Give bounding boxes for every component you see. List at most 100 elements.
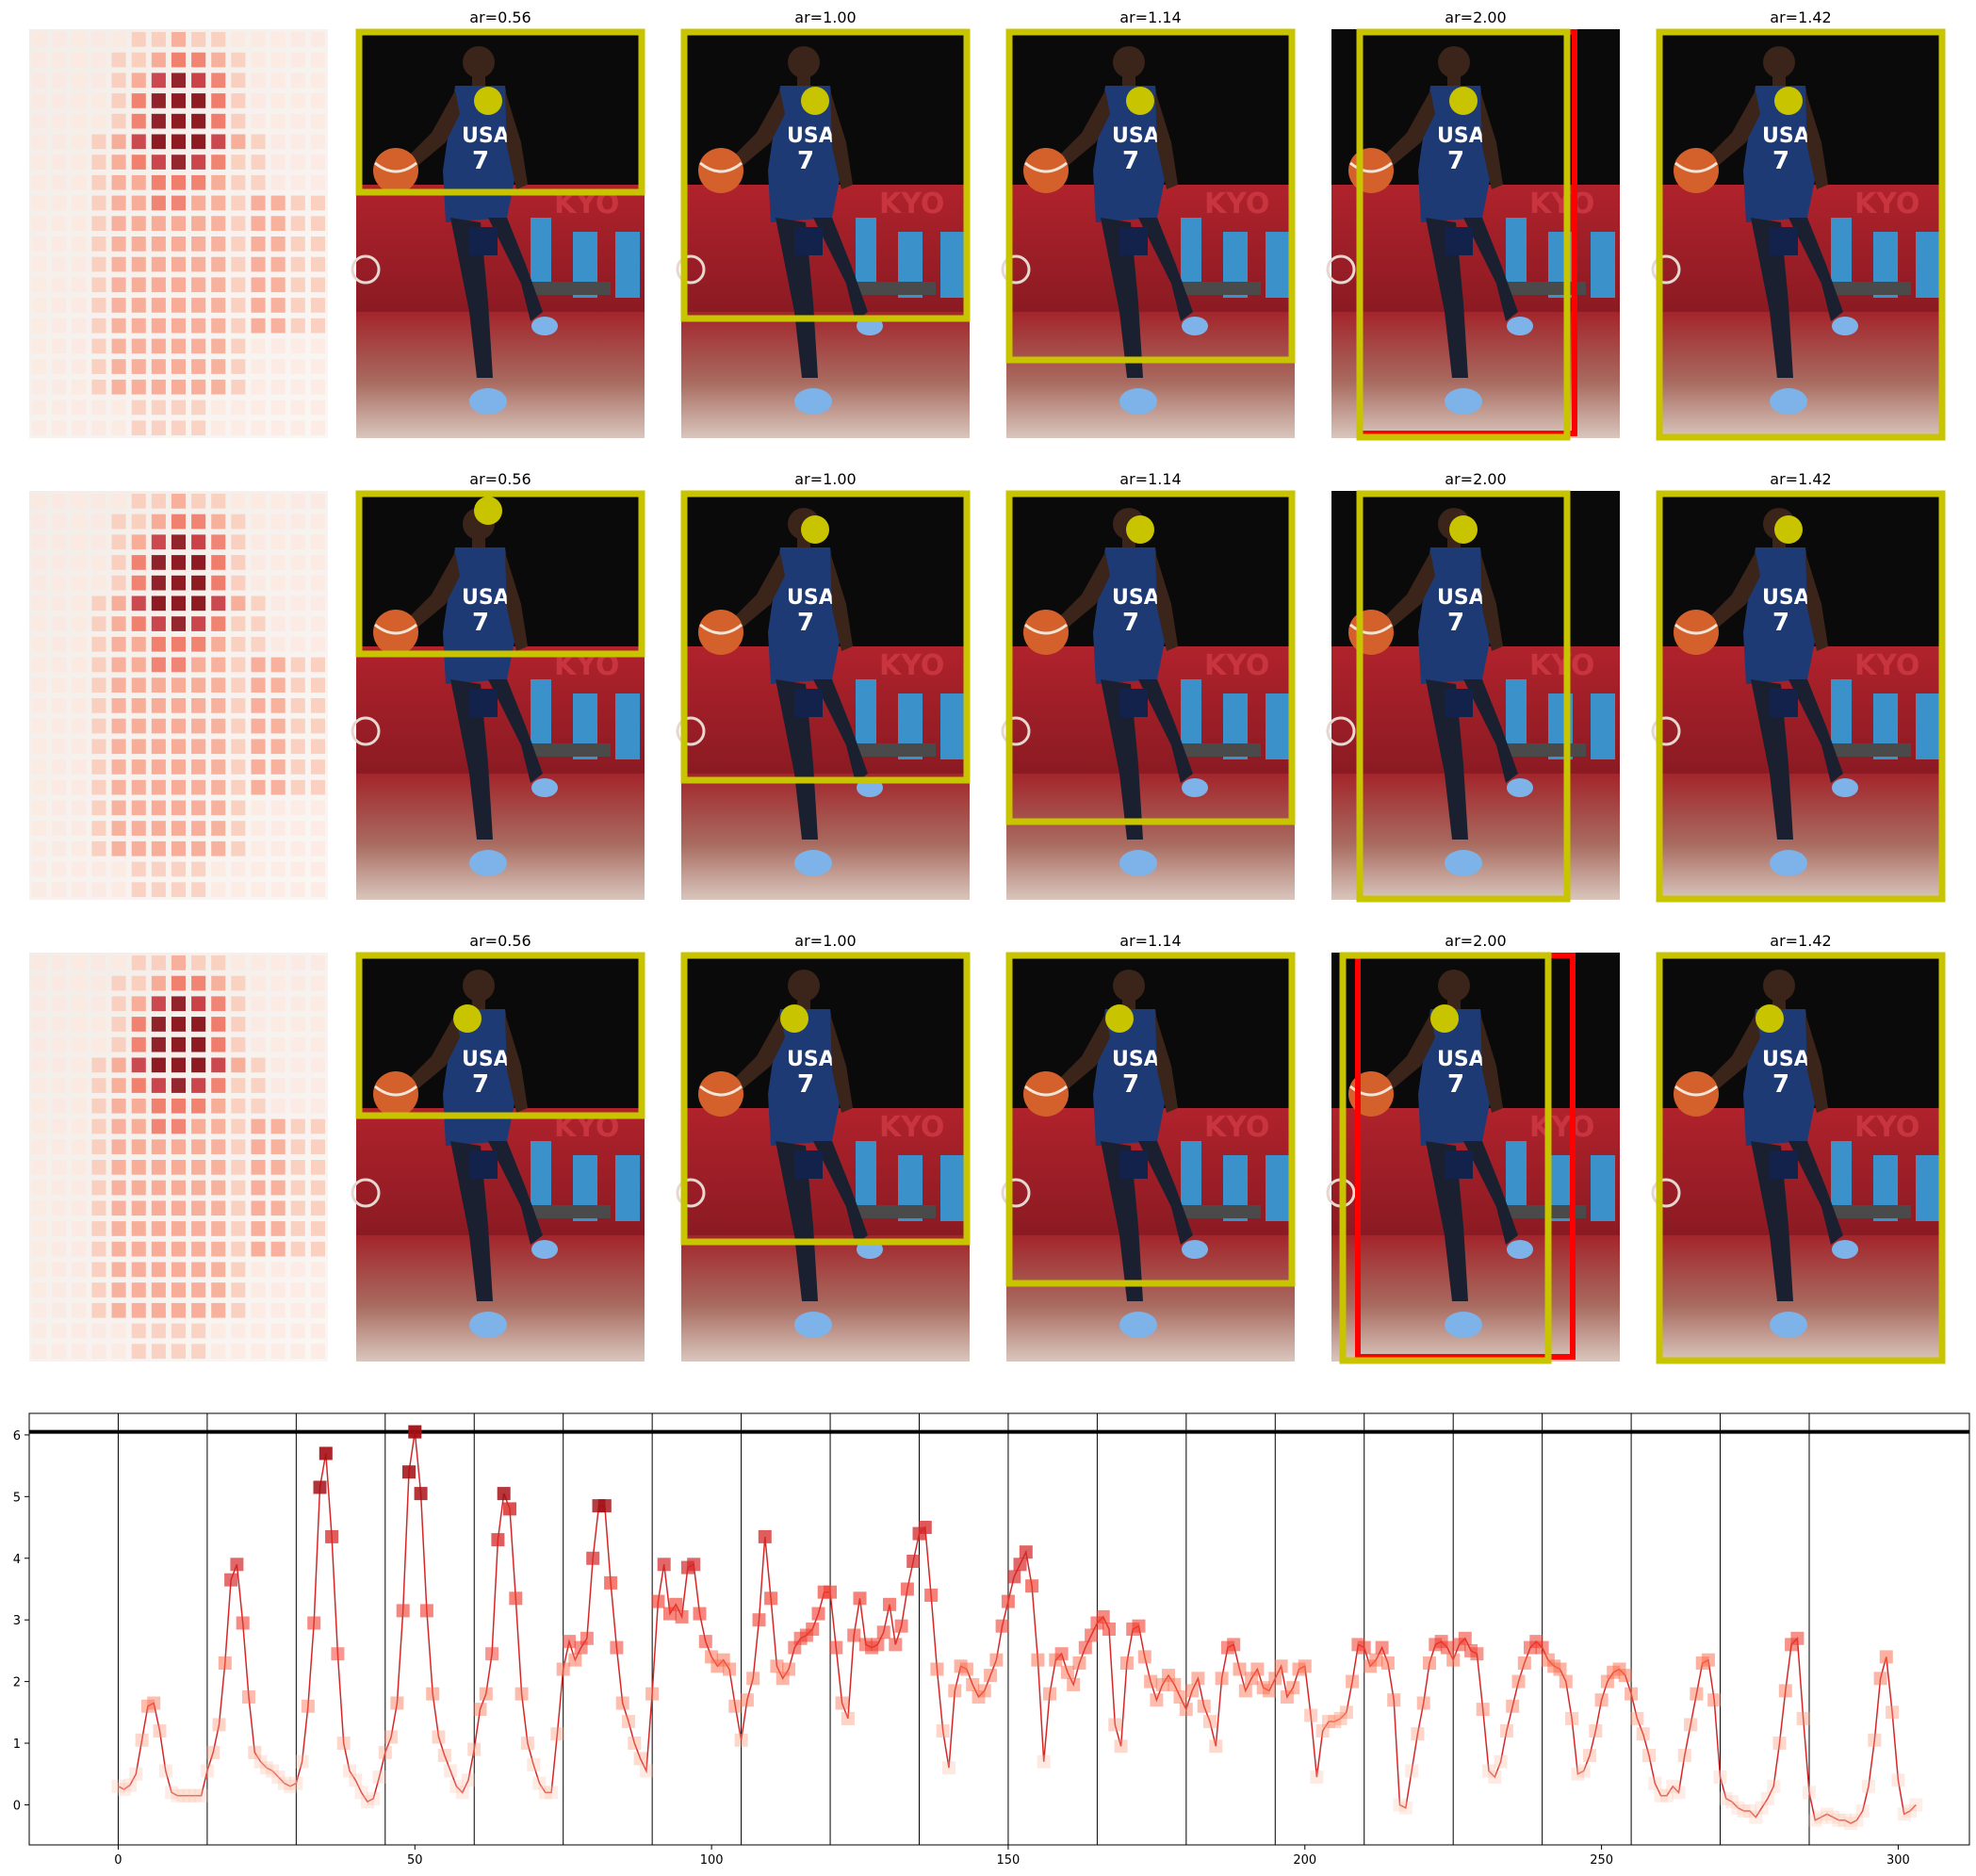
data-point bbox=[135, 1733, 149, 1747]
heatmap-cell bbox=[52, 759, 67, 775]
heatmap-cell bbox=[290, 657, 305, 673]
heatmap-cell bbox=[270, 93, 286, 108]
data-point bbox=[295, 1754, 309, 1769]
data-point bbox=[514, 1687, 529, 1701]
heatmap-cell bbox=[52, 1200, 67, 1216]
heatmap-cell bbox=[52, 195, 67, 211]
heatmap-cell bbox=[32, 882, 47, 897]
heatmap-cell bbox=[32, 318, 47, 334]
heatmap-cell bbox=[72, 861, 87, 877]
data-point bbox=[806, 1623, 820, 1636]
data-point bbox=[165, 1786, 179, 1800]
heatmap-cell bbox=[251, 155, 266, 170]
panel-title: ar=1.42 bbox=[1770, 932, 1831, 950]
data-point bbox=[1072, 1656, 1086, 1670]
heatmap-cell bbox=[171, 113, 186, 129]
heatmap-cell bbox=[211, 1078, 226, 1093]
panel-title: ar=1.00 bbox=[794, 470, 856, 488]
keypoint-dot bbox=[1774, 87, 1803, 115]
heatmap-cell bbox=[32, 1017, 47, 1032]
data-point bbox=[1576, 1764, 1591, 1778]
heatmap-cell bbox=[310, 1221, 325, 1236]
heatmap-cell bbox=[290, 1078, 305, 1093]
heatmap-cell bbox=[52, 779, 67, 795]
heatmap-cell bbox=[270, 237, 286, 252]
heatmap-cell bbox=[191, 1098, 206, 1114]
heatmap-cell bbox=[231, 955, 246, 971]
heatmap-cell bbox=[251, 996, 266, 1012]
data-point bbox=[206, 1745, 220, 1759]
heatmap-cell bbox=[151, 718, 166, 734]
heatmap-cell bbox=[191, 400, 206, 416]
heatmap-cell bbox=[171, 1262, 186, 1278]
heatmap-cell bbox=[72, 277, 87, 293]
heatmap-cell bbox=[231, 237, 246, 252]
x-tick-label: 150 bbox=[997, 1853, 1021, 1868]
panel-title: ar=1.14 bbox=[1119, 470, 1181, 488]
data-point bbox=[1814, 1810, 1828, 1824]
data-point bbox=[1025, 1579, 1039, 1593]
heatmap-cell bbox=[270, 595, 286, 612]
heatmap-cell bbox=[32, 1262, 47, 1278]
heatmap-cell bbox=[32, 174, 47, 190]
heatmap-cell bbox=[91, 555, 106, 570]
heatmap-cell bbox=[32, 1098, 47, 1114]
heatmap-cell bbox=[52, 555, 67, 570]
heatmap-cell bbox=[72, 955, 87, 971]
heatmap-cell bbox=[290, 840, 305, 856]
heatmap-cell bbox=[171, 616, 186, 631]
crop-panel: ar=0.56 bbox=[351, 8, 646, 440]
heatmap-cell bbox=[111, 174, 126, 190]
data-point bbox=[1684, 1718, 1698, 1732]
heatmap-cell bbox=[52, 1302, 67, 1318]
heatmap-cell bbox=[191, 1160, 206, 1175]
heatmap-cell bbox=[131, 1200, 146, 1216]
data-point bbox=[1423, 1656, 1436, 1670]
heatmap-cell bbox=[72, 1057, 87, 1073]
heatmap-cell bbox=[52, 575, 67, 591]
heatmap-cell bbox=[270, 113, 286, 129]
heatmap-cell bbox=[52, 1344, 67, 1359]
heatmap-cell bbox=[131, 318, 146, 334]
heatmap-cell bbox=[211, 73, 226, 89]
heatmap-cell bbox=[151, 698, 166, 713]
data-point bbox=[1844, 1817, 1858, 1831]
heatmap-cell bbox=[290, 1302, 305, 1318]
heatmap-cell bbox=[310, 595, 325, 612]
heatmap-cell bbox=[131, 195, 146, 211]
heatmap-cell bbox=[131, 1323, 146, 1339]
heatmap-cell bbox=[32, 739, 47, 755]
heatmap-cell bbox=[310, 1180, 325, 1196]
heatmap-cell bbox=[191, 73, 206, 89]
heatmap-cell bbox=[151, 1241, 166, 1257]
heatmap-cell bbox=[32, 1118, 47, 1134]
heatmap-cell bbox=[191, 739, 206, 755]
heatmap-cell bbox=[91, 256, 106, 272]
heatmap-cell bbox=[310, 779, 325, 795]
heatmap-cell bbox=[191, 1282, 206, 1297]
heatmap-cell bbox=[231, 1180, 246, 1196]
crop-panel: ar=0.56 bbox=[351, 932, 646, 1363]
heatmap-cell bbox=[111, 975, 126, 991]
data-point bbox=[1506, 1699, 1520, 1713]
data-point bbox=[1760, 1791, 1774, 1805]
heatmap-cell bbox=[131, 155, 146, 170]
data-point bbox=[628, 1737, 642, 1750]
data-point bbox=[900, 1582, 914, 1596]
panel-title: ar=2.00 bbox=[1445, 932, 1506, 950]
heatmap-cell bbox=[32, 514, 47, 530]
heatmap-cell bbox=[270, 1057, 286, 1073]
player-photo bbox=[1001, 951, 1297, 1363]
heatmap-cell bbox=[131, 861, 146, 877]
heatmap-cell bbox=[270, 1078, 286, 1093]
heatmap-cell bbox=[191, 975, 206, 991]
data-point bbox=[527, 1757, 541, 1771]
heatmap-cell bbox=[270, 277, 286, 293]
heatmap-cell bbox=[191, 861, 206, 877]
data-point bbox=[1304, 1708, 1318, 1722]
heatmap-cell bbox=[270, 32, 286, 47]
heatmap-cell bbox=[151, 616, 166, 631]
data-point bbox=[1197, 1699, 1211, 1713]
heatmap-cell bbox=[52, 1017, 67, 1032]
heatmap-cell bbox=[32, 698, 47, 713]
